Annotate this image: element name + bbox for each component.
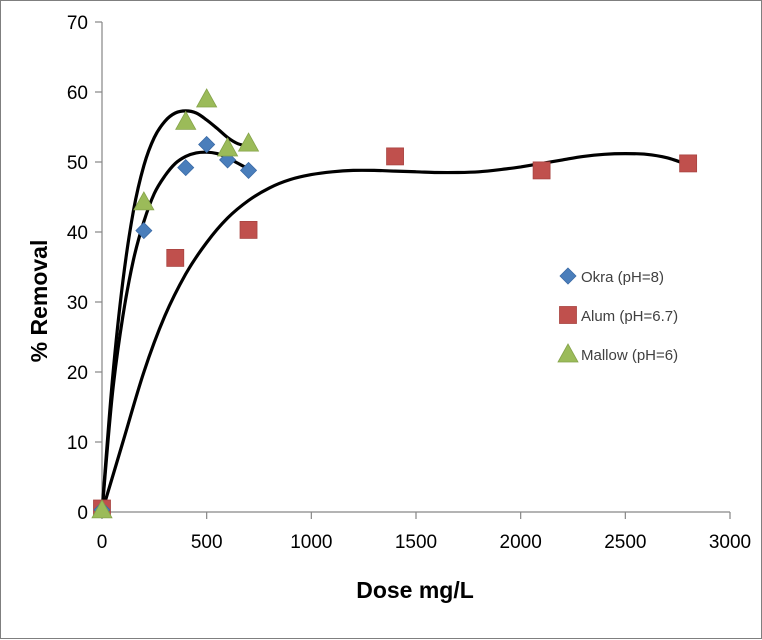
- x-tick-label: 3000: [709, 532, 751, 553]
- x-axis-title: Dose mg/L: [356, 577, 474, 603]
- data-markers: [91, 88, 698, 519]
- x-tick-label: 2000: [500, 532, 542, 553]
- y-tick-label: 60: [67, 83, 88, 104]
- data-point-diamond: [177, 159, 195, 177]
- data-point-square: [386, 147, 404, 166]
- x-tick-label: 0: [97, 532, 108, 553]
- data-point-triangle: [91, 499, 113, 519]
- x-tick-label: 1500: [395, 532, 437, 553]
- legend-marker-diamond: [559, 267, 577, 285]
- x-tick-label: 2500: [604, 532, 646, 553]
- data-point-triangle: [237, 132, 260, 152]
- legend-label: Alum (pH=6.7): [581, 308, 678, 325]
- y-tick-label: 50: [67, 153, 88, 174]
- trendline-diamond: [100, 150, 251, 514]
- data-point-triangle: [216, 137, 239, 157]
- data-point-triangle: [175, 110, 197, 130]
- y-tick-label: 20: [67, 363, 88, 384]
- y-tick-label: 40: [67, 223, 88, 244]
- y-tick-label: 10: [67, 433, 88, 454]
- y-axis-title: % Removal: [26, 240, 52, 363]
- data-point-square: [679, 154, 698, 173]
- data-point-diamond: [135, 222, 153, 240]
- y-tick-label: 30: [67, 293, 88, 314]
- x-tick-label: 500: [191, 532, 223, 553]
- data-point-square: [532, 161, 551, 180]
- data-point-diamond: [239, 161, 258, 179]
- data-point-diamond: [198, 135, 216, 154]
- data-point-square: [166, 248, 185, 267]
- legend-marker-square: [559, 306, 577, 324]
- data-point-triangle: [195, 88, 218, 108]
- legend-marker-triangle: [557, 343, 579, 363]
- y-tick-label: 0: [77, 503, 88, 524]
- trendline-square: [100, 152, 690, 514]
- legend: Okra (pH=8) Alum (pH=6.7) Mallow (pH=6): [557, 267, 678, 364]
- trendline-triangle: [100, 109, 251, 514]
- legend-label: Mallow (pH=6): [581, 347, 678, 364]
- legend-label: Okra (pH=8): [581, 269, 664, 286]
- data-point-triangle: [133, 191, 155, 211]
- x-tick-label: 1000: [290, 532, 332, 553]
- data-point-square: [239, 220, 258, 239]
- y-tick-label: 70: [67, 13, 88, 34]
- axes: 0 10 20 30 40 50 60 70 0 500 1000 1500 2000 2500 3000: [67, 13, 751, 553]
